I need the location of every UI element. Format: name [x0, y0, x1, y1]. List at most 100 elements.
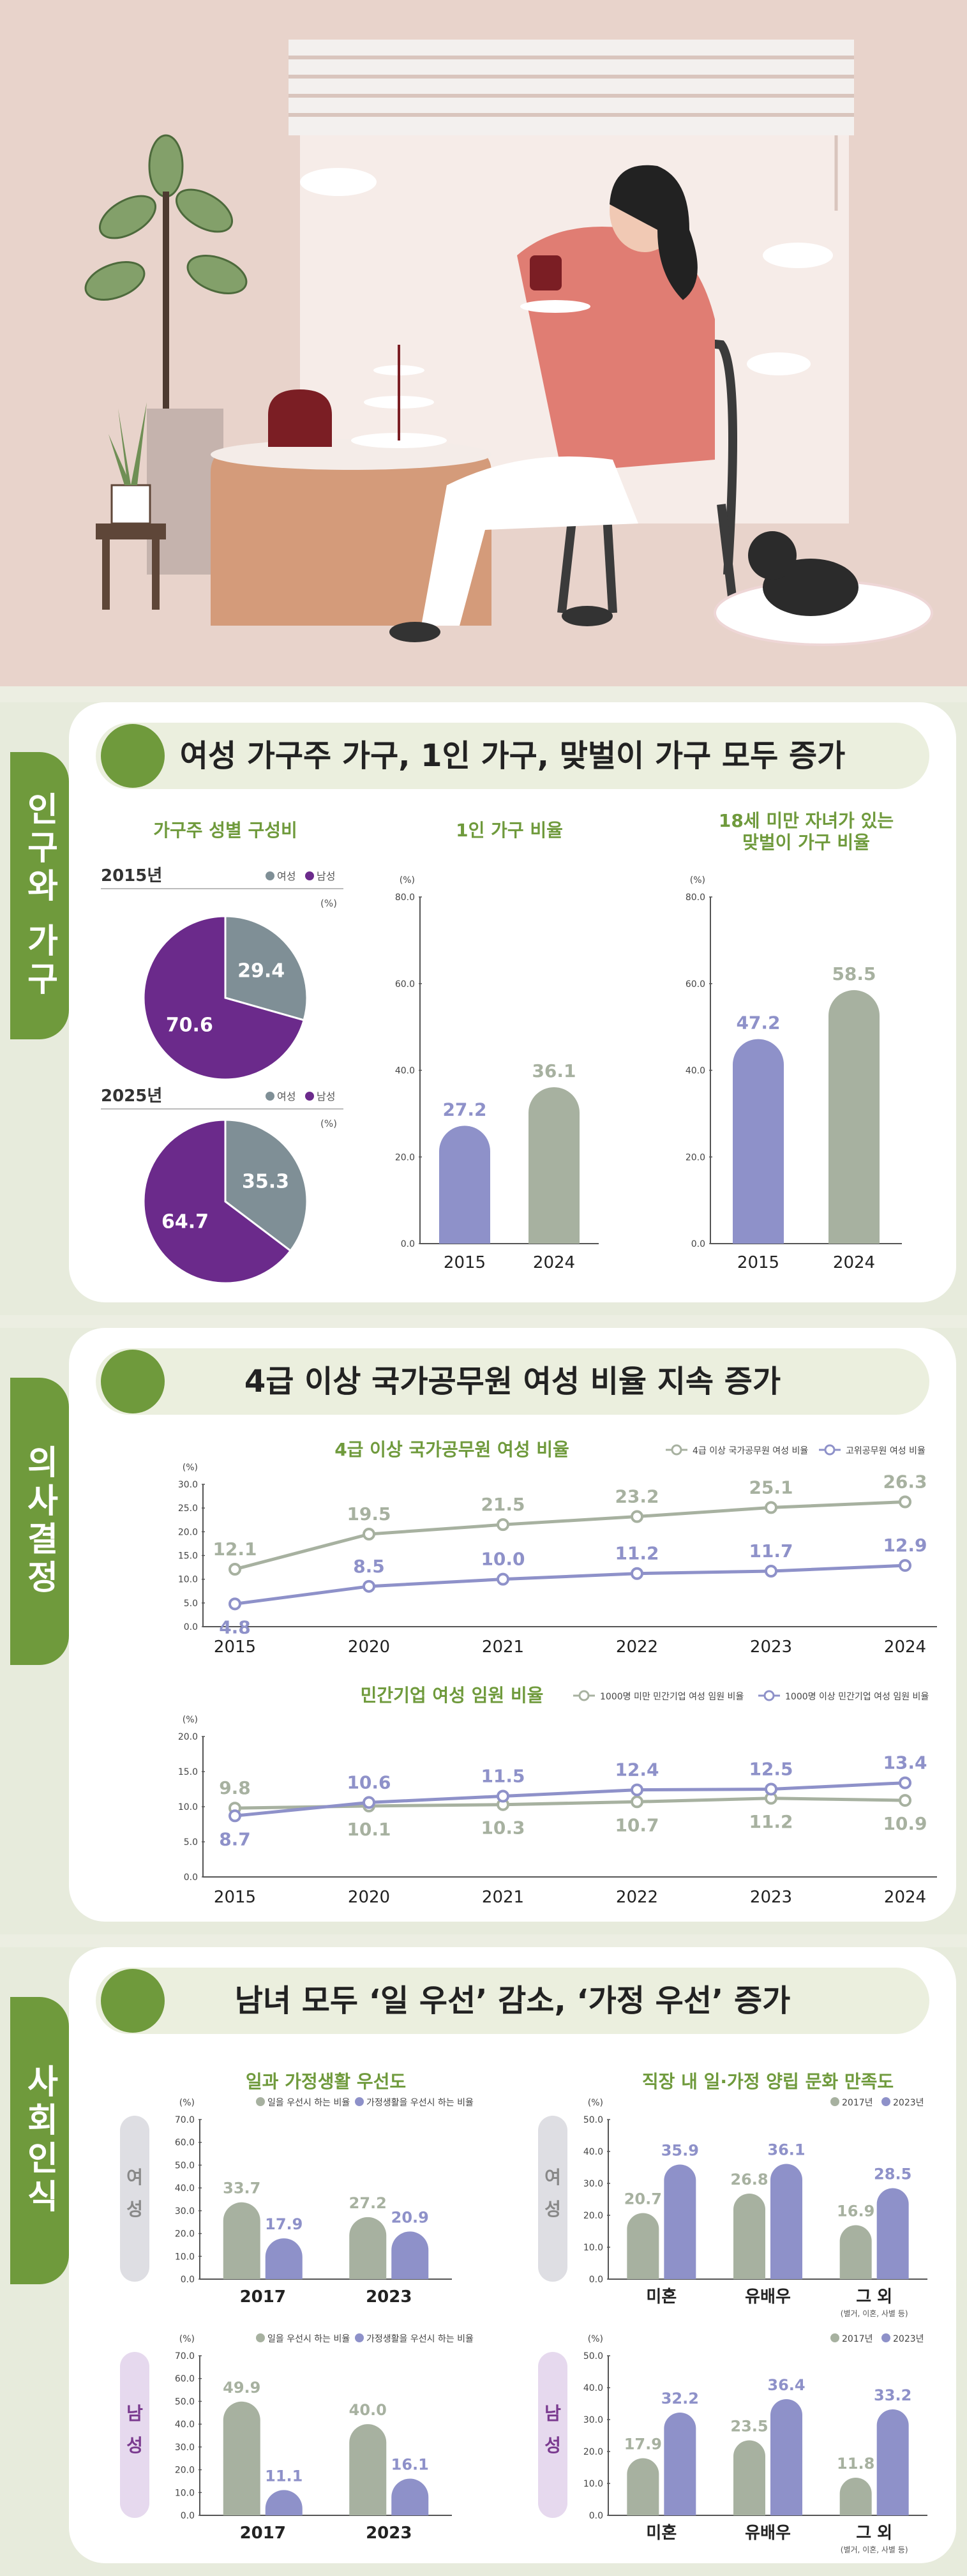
x-tick-label: 유배우 [745, 2287, 791, 2307]
unit-label: (%) [588, 2098, 603, 2108]
legend-swatch [881, 2097, 890, 2106]
bar-value-label: 23.5 [730, 2418, 768, 2436]
legend-marker [824, 1444, 836, 1456]
bar [265, 2490, 303, 2515]
bar-value-label: 33.2 [874, 2386, 911, 2404]
card-decision: 4급 이상 국가공무원 여성 비율 지속 증가 [69, 1328, 956, 1922]
y-tick-label: 30.0 [583, 2179, 603, 2189]
bar [391, 2231, 429, 2279]
legend-swatch [305, 1092, 314, 1101]
data-value-label: 10.7 [615, 1814, 659, 1835]
y-tick-label: 0.0 [181, 2511, 195, 2521]
legend-label: 4급 이상 국가공무원 여성 비율 [693, 1446, 808, 1456]
y-tick-label: 15.0 [178, 1551, 198, 1562]
y-tick-label: 0.0 [401, 1239, 415, 1249]
legend-swatch [355, 2333, 364, 2342]
chart-title: 18세 미만 자녀가 있는 [719, 810, 894, 831]
chart-title: 가구주 성별 구성비 [153, 820, 297, 841]
data-point [497, 1518, 509, 1532]
x-tick-label: 2024 [833, 1253, 875, 1272]
x-tick-label: 2017 [240, 2287, 286, 2307]
side-label-char: 성 [126, 2199, 143, 2220]
legend-label: 여성 [277, 870, 296, 882]
data-value-label: 10.6 [347, 1772, 391, 1793]
legend-swatch [305, 871, 314, 880]
bar-value-label: 20.9 [391, 2208, 429, 2226]
data-value-label: 11.7 [749, 1540, 793, 1562]
y-tick-label: 30.0 [178, 1480, 198, 1490]
unit-label: (%) [690, 875, 705, 885]
x-tick-label: 미혼 [646, 2287, 677, 2307]
bar-value-label: 11.8 [837, 2455, 874, 2473]
x-tick-label: 2015 [214, 1638, 256, 1657]
y-tick-label: 25.0 [178, 1503, 198, 1514]
legend-swatch [266, 1092, 274, 1101]
bar [265, 2238, 303, 2279]
x-tick-subnote: (별거, 이혼, 사별 등) [841, 2545, 908, 2554]
legend-label: 남성 [317, 1090, 335, 1103]
bar [439, 1126, 490, 1244]
unit-label: (%) [320, 1118, 337, 1129]
x-tick-label: 2024 [884, 1638, 926, 1657]
data-value-label: 26.3 [883, 1472, 927, 1493]
legend-label: 고위공무원 여성 비율 [846, 1446, 926, 1456]
bar [839, 2225, 872, 2279]
y-tick-label: 20.0 [583, 2447, 603, 2457]
legend-label: 2017년 [842, 2098, 873, 2108]
data-value-label: 9.8 [219, 1777, 251, 1798]
bar-value-label: 26.8 [730, 2171, 768, 2188]
bar-value-label: 36.1 [767, 2141, 805, 2159]
chart-title: 민간기업 여성 임원 비율 [361, 1685, 544, 1706]
bar [733, 1039, 784, 1244]
y-tick-label: 0.0 [181, 2275, 195, 2285]
x-tick-label: 2020 [348, 1638, 390, 1657]
legend-swatch [830, 2333, 839, 2342]
x-tick-label: 유배우 [745, 2524, 791, 2543]
x-tick-label: 그 외 [856, 2287, 892, 2307]
y-tick-label: 15.0 [178, 1767, 198, 1777]
data-point [765, 1782, 777, 1796]
chart-title: 직장 내 일·가정 양립 문화 만족도 [642, 2071, 894, 2092]
side-pill [538, 2116, 567, 2282]
chart-title: 맞벌이 가구 비율 [742, 832, 870, 853]
y-tick-label: 40.0 [583, 2147, 603, 2157]
data-value-label: 10.9 [883, 1813, 927, 1834]
bar-value-label: 17.9 [624, 2436, 662, 2453]
bar [876, 2409, 909, 2515]
y-tick-label: 20.0 [175, 2466, 195, 2476]
x-tick-label: 2022 [616, 1888, 658, 1907]
legend-label: 2017년 [842, 2334, 873, 2344]
data-value-label: 10.3 [481, 1818, 525, 1839]
bar [828, 990, 880, 1244]
data-value-label: 12.1 [213, 1539, 257, 1560]
bar-value-label: 20.7 [624, 2190, 662, 2208]
bar [349, 2217, 387, 2279]
unit-label: (%) [179, 2098, 195, 2108]
legend-swatch [266, 871, 274, 880]
legend-label: 일을 우선시 하는 비율 [267, 2098, 350, 2108]
series-line [234, 1796, 906, 1810]
chart-title: 4급 이상 국가공무원 여성 비율 [334, 1439, 569, 1460]
x-tick-label: 2023 [750, 1888, 792, 1907]
x-tick-label: 2023 [366, 2287, 412, 2307]
x-tick-label: 2015 [444, 1253, 486, 1272]
chart-title: 1인 가구 비율 [456, 820, 563, 841]
legend-swatch [355, 2097, 364, 2106]
section-title: 남녀 모두 ‘일 우선’ 감소, ‘가정 우선’ 증가 [234, 1983, 791, 2019]
data-point [899, 1559, 911, 1572]
section-title-bar: 여성 가구주 가구, 1인 가구, 맞벌이 가구 모두 증가 [96, 723, 929, 789]
y-tick-label: 60.0 [175, 2138, 195, 2148]
card-perception: 남녀 모두 ‘일 우선’ 감소, ‘가정 우선’ 증가 [69, 1947, 956, 2563]
decision-charts: 4급 이상 국가공무원 여성 비율 4급 이상 국가공무원 여성 비율 고위공무원 … [178, 1439, 937, 1907]
section-tab-population: 인구와 가구 [10, 752, 69, 1039]
legend-label: 남성 [317, 870, 335, 882]
y-tick-label: 20.0 [583, 2211, 603, 2221]
data-value-label: 8.7 [219, 1828, 251, 1849]
series-line [234, 1563, 906, 1606]
x-tick-label: 2022 [616, 1638, 658, 1657]
section-tab-perception: 사회인식 [10, 1997, 69, 2284]
bar [349, 2424, 387, 2515]
slice-value-label: 64.7 [161, 1210, 209, 1233]
y-tick-label: 10.0 [583, 2479, 603, 2489]
